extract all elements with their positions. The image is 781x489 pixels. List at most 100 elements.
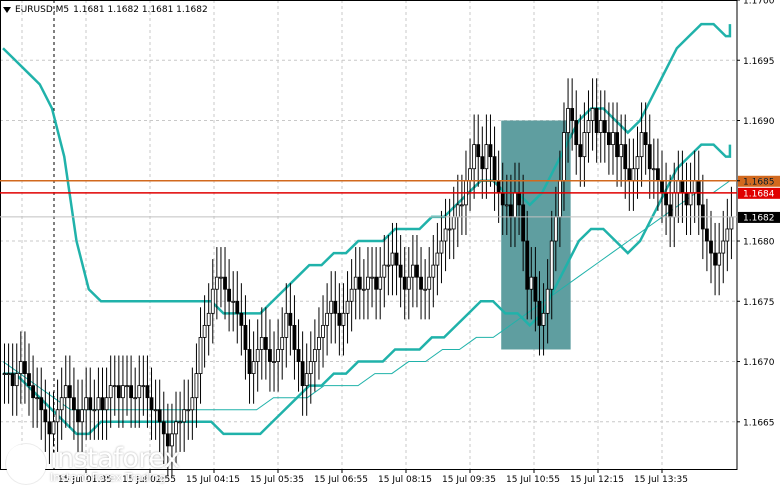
candle-body-147 (602, 120, 607, 133)
candle-body-111 (455, 204, 460, 218)
candle-body-169 (692, 180, 697, 194)
candle-body-77 (317, 337, 321, 350)
candle-body-81 (333, 300, 338, 314)
plot-frame (0, 0, 738, 470)
symbol-label: EURUSD,M5 (15, 5, 70, 15)
x-tick-label-4: 15 Jul 06:55 (314, 475, 368, 485)
candle-body-106 (435, 252, 440, 266)
y-tick-label-5: 1.1675 (743, 298, 775, 308)
candle-body-167 (684, 192, 689, 206)
candle-body-38 (157, 409, 162, 423)
candle-body-174 (713, 252, 717, 266)
candle-body-78 (321, 324, 325, 338)
candle-body-34 (141, 385, 146, 388)
candle-body-140 (574, 120, 579, 146)
candle-body-131 (537, 300, 542, 326)
candle-body-23 (96, 397, 101, 411)
candle-body-143 (586, 120, 591, 133)
candle-body-168 (688, 192, 693, 206)
candle-body-87 (357, 276, 362, 290)
candle-body-138 (566, 108, 570, 133)
candle-body-41 (170, 433, 174, 447)
candle-body-153 (627, 168, 632, 182)
candle-body-25 (104, 397, 109, 411)
candle-body-30 (125, 385, 129, 388)
x-tick-label-0: 15 Jul 01:35 (58, 475, 112, 485)
candle-body-154 (631, 168, 636, 182)
candle-body-96 (394, 252, 399, 266)
candle-body-137 (562, 132, 566, 182)
candle-body-160 (656, 168, 660, 182)
candle-body-6 (27, 373, 31, 387)
candle-body-7 (31, 385, 35, 399)
candle-body-64 (263, 337, 268, 350)
candles (2, 78, 734, 477)
candle-body-75 (308, 361, 313, 374)
candle-body-68 (280, 337, 285, 350)
level-1.1684-label: 1.1684 (743, 189, 775, 199)
candle-body-54 (223, 276, 227, 290)
dropdown-triangle-icon[interactable] (3, 7, 11, 13)
candle-body-90 (370, 276, 374, 279)
level-1.1685-label: 1.1685 (743, 177, 775, 187)
candle-body-69 (284, 312, 289, 338)
candle-body-116 (476, 144, 481, 158)
candle-body-177 (725, 228, 730, 242)
chart-header: EURUSD,M5 1.1681 1.1682 1.1681 1.1682 (3, 3, 208, 17)
candle-body-172 (705, 228, 709, 242)
candle-body-130 (533, 276, 538, 302)
bollinger-upper (2, 22, 732, 315)
candle-body-71 (292, 324, 297, 350)
candle-body-51 (210, 288, 215, 314)
candle-body-91 (374, 276, 379, 290)
candle-body-163 (668, 204, 673, 218)
candle-body-92 (378, 276, 383, 290)
candle-body-136 (557, 180, 562, 218)
logo-icon (6, 444, 46, 484)
candle-body-35 (145, 385, 150, 399)
candle-body-115 (472, 144, 477, 170)
candle-body-146 (598, 120, 603, 133)
candle-body-42 (174, 421, 178, 435)
candle-body-108 (443, 228, 448, 242)
candle-body-74 (304, 373, 309, 387)
candle-body-157 (643, 132, 648, 146)
candle-body-82 (337, 312, 342, 326)
candle-body-56 (231, 300, 236, 303)
candle-body-13 (55, 409, 60, 423)
candle-body-85 (349, 288, 354, 302)
candle-body-53 (219, 276, 223, 279)
y-tick-label-7: 1.1665 (743, 418, 775, 428)
candle-body-20 (84, 397, 89, 411)
candle-body-61 (251, 361, 256, 374)
candle-body-145 (594, 108, 599, 133)
x-tick-label-3: 15 Jul 05:35 (250, 475, 304, 485)
candle-body-150 (615, 132, 619, 158)
candle-body-79 (325, 312, 330, 326)
candle-body-67 (276, 349, 281, 362)
candle-body-118 (484, 144, 489, 170)
candle-body-165 (676, 180, 681, 194)
candle-body-149 (611, 132, 615, 146)
candle-body-103 (423, 288, 428, 291)
candle-body-158 (647, 144, 652, 170)
candle-body-124 (508, 204, 513, 218)
candle-body-44 (182, 409, 187, 423)
y-tick-label-6: 1.1670 (743, 358, 775, 368)
candle-body-114 (468, 168, 472, 182)
y-tick-label-1: 1.1695 (743, 57, 775, 67)
candle-body-164 (672, 192, 677, 218)
candle-body-144 (590, 108, 595, 121)
candle-body-2 (10, 373, 15, 387)
candle-body-3 (14, 373, 19, 387)
candle-body-148 (607, 132, 611, 146)
candle-body-156 (639, 132, 644, 158)
logo-name: instaforex (50, 442, 180, 474)
candle-body-88 (361, 288, 366, 291)
candle-body-21 (88, 397, 93, 411)
candle-body-4 (18, 361, 23, 374)
candle-body-52 (214, 276, 219, 290)
candle-body-129 (529, 276, 534, 290)
candle-body-112 (459, 204, 464, 207)
